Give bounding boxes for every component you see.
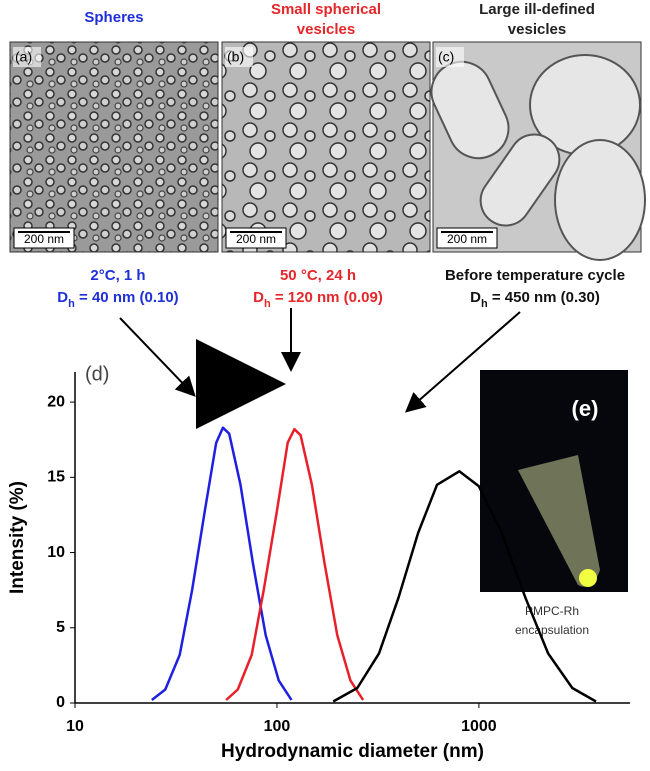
micrograph-c bbox=[430, 41, 646, 261]
panel-label: (d) bbox=[85, 363, 109, 385]
label-bg bbox=[436, 47, 464, 67]
y-axis-title: Intensity (%) bbox=[7, 481, 28, 594]
scale-label: 200 nm bbox=[24, 232, 64, 246]
y-tick-label: 0 bbox=[56, 694, 65, 711]
micrograph-a bbox=[9, 41, 219, 253]
panel-title: Small spherical bbox=[271, 1, 381, 18]
scale-label: 200 nm bbox=[236, 232, 276, 246]
series-line bbox=[151, 426, 293, 701]
label-bg bbox=[13, 47, 41, 67]
x-tick-label: 10 bbox=[66, 718, 84, 735]
y-tick-label: 15 bbox=[47, 469, 65, 486]
condition: 50 °C, 24 h bbox=[280, 267, 356, 284]
arrow bbox=[404, 311, 521, 413]
series-line bbox=[332, 470, 597, 703]
condition: Before temperature cycle bbox=[445, 267, 625, 284]
dh-part: h bbox=[264, 298, 271, 310]
scale-label: 200 nm bbox=[447, 232, 487, 246]
dh-part: D bbox=[253, 289, 264, 306]
inset-caption: PMPC-Rh bbox=[525, 604, 579, 618]
dh-part: h bbox=[68, 298, 75, 310]
condition: 2°C, 1 h bbox=[90, 267, 145, 284]
label-bg bbox=[225, 47, 253, 67]
dh-value: Dh = 450 nm (0.30) bbox=[470, 289, 600, 310]
y-tick-label: 5 bbox=[56, 619, 65, 636]
dh-part: = 40 nm (0.10) bbox=[75, 289, 179, 306]
x-tick-label: 100 bbox=[264, 718, 291, 735]
x-axis-title: Hydrodynamic diameter (nm) bbox=[221, 741, 484, 762]
y-tick-label: 20 bbox=[47, 393, 65, 410]
dh-value: Dh = 120 nm (0.09) bbox=[253, 289, 383, 310]
panel-label: (a) bbox=[15, 49, 32, 65]
series-line bbox=[225, 427, 365, 701]
arrow bbox=[119, 317, 196, 397]
dh-value: Dh = 40 nm (0.10) bbox=[57, 289, 178, 310]
tube-sample bbox=[579, 569, 597, 587]
panel-label: (b) bbox=[227, 49, 244, 65]
micrograph-b bbox=[221, 41, 431, 253]
tube bbox=[518, 455, 600, 587]
inset-label: (e) bbox=[572, 396, 599, 421]
panel-title: vesicles bbox=[508, 21, 566, 38]
y-tick-label: 10 bbox=[47, 544, 65, 561]
panel-title: vesicles bbox=[297, 21, 355, 38]
dh-part: = 450 nm (0.30) bbox=[488, 289, 600, 306]
panel-title: Large ill-defined bbox=[479, 1, 595, 18]
panel-title: Spheres bbox=[84, 9, 143, 26]
dh-part: D bbox=[57, 289, 68, 306]
inset-caption: encapsulation bbox=[515, 623, 589, 637]
x-tick-label: 1000 bbox=[461, 718, 497, 735]
dh-part: = 120 nm (0.09) bbox=[271, 289, 383, 306]
dh-part: h bbox=[481, 298, 488, 310]
dh-part: D bbox=[470, 289, 481, 306]
panel-label: (c) bbox=[438, 49, 454, 65]
